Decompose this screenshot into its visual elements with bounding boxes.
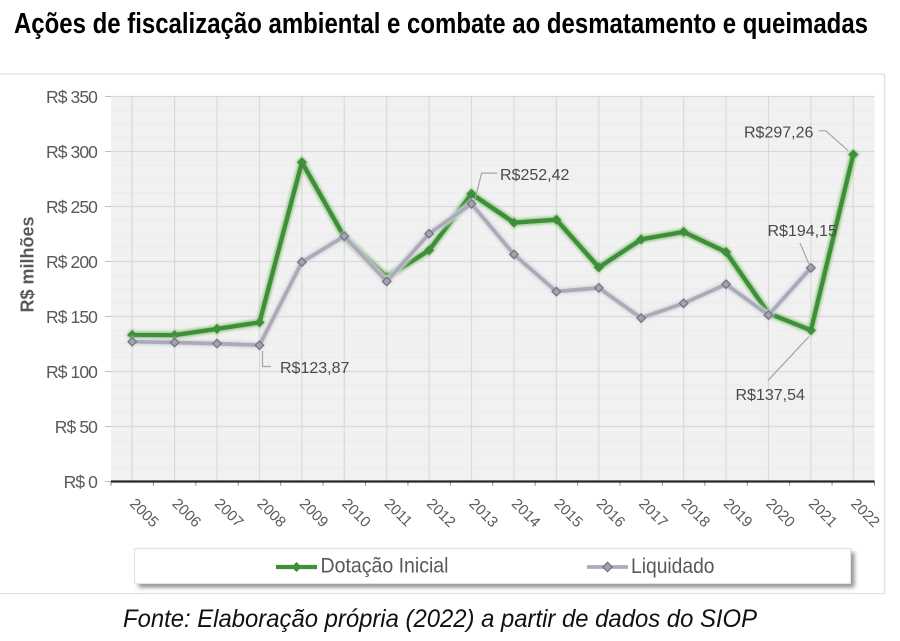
svg-text:R$252,42: R$252,42 — [500, 167, 569, 184]
svg-text:R$297,26: R$297,26 — [744, 125, 813, 142]
svg-text:R$123,87: R$123,87 — [280, 360, 349, 377]
svg-text:R$ milhões: R$ milhões — [18, 216, 38, 312]
svg-text:Fonte: Elaboração própria (202: Fonte: Elaboração própria (2022) a parti… — [123, 605, 757, 633]
svg-text:R$ 150: R$ 150 — [46, 307, 98, 327]
svg-text:R$194,15: R$194,15 — [768, 223, 837, 240]
svg-text:R$ 0: R$ 0 — [64, 472, 99, 492]
svg-text:Dotação Inicial: Dotação Inicial — [321, 555, 449, 578]
svg-text:R$ 300: R$ 300 — [46, 142, 98, 162]
svg-text:R$ 200: R$ 200 — [46, 252, 98, 272]
svg-text:Ações de fiscalização ambienta: Ações de fiscalização ambiental e combat… — [14, 8, 868, 40]
svg-text:R$137,54: R$137,54 — [736, 387, 805, 404]
svg-text:Liquidado: Liquidado — [631, 555, 715, 578]
svg-text:R$ 50: R$ 50 — [55, 417, 98, 437]
svg-text:R$ 350: R$ 350 — [46, 87, 98, 107]
svg-text:R$ 100: R$ 100 — [46, 362, 98, 382]
svg-text:R$ 250: R$ 250 — [46, 197, 98, 217]
